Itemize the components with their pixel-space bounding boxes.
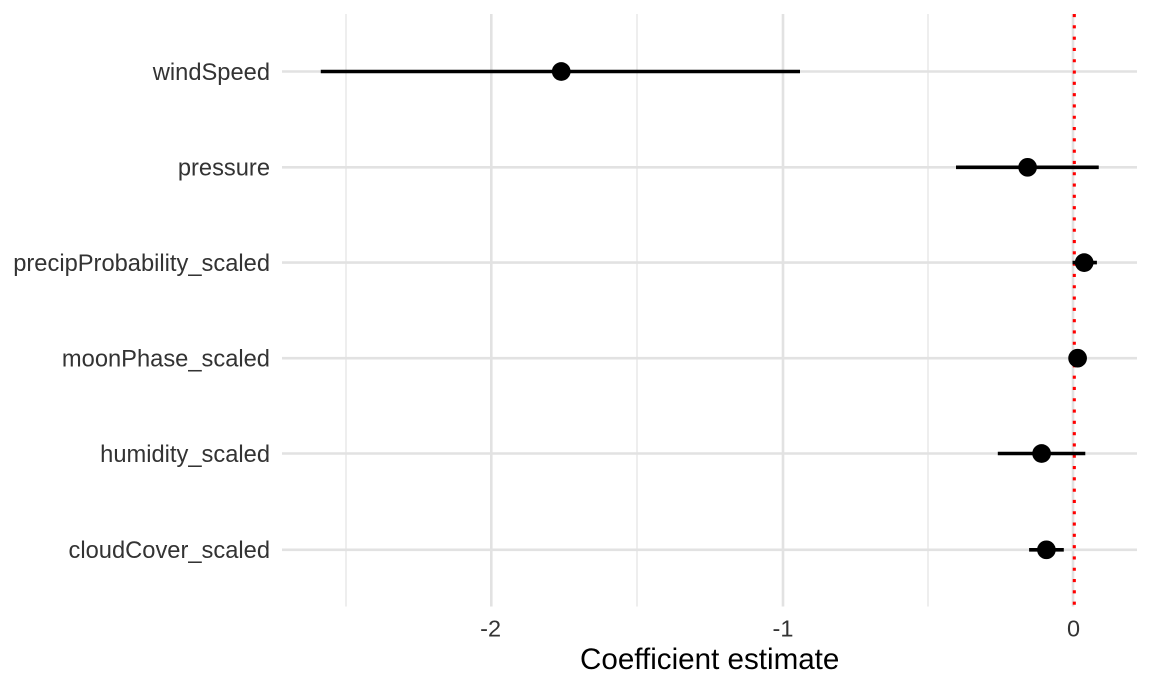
svg-text:0: 0 (1067, 616, 1080, 642)
svg-text:windSpeed: windSpeed (152, 60, 270, 86)
svg-text:humidity_scaled: humidity_scaled (100, 442, 270, 468)
svg-text:-1: -1 (773, 616, 794, 642)
svg-text:precipProbability_scaled: precipProbability_scaled (13, 251, 270, 277)
svg-text:pressure: pressure (178, 156, 270, 182)
svg-text:Coefficient estimate: Coefficient estimate (580, 643, 839, 676)
svg-text:moonPhase_scaled: moonPhase_scaled (62, 347, 270, 373)
svg-text:cloudCover_scaled: cloudCover_scaled (69, 538, 270, 564)
svg-text:-2: -2 (480, 616, 501, 642)
